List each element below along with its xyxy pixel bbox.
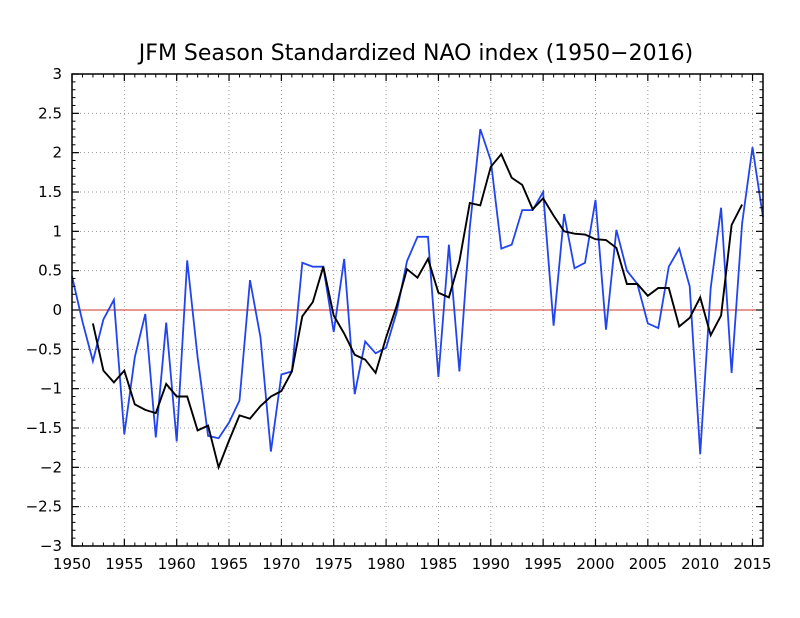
y-tick-label: −2.5 (26, 498, 62, 516)
x-tick-label: 1980 (367, 555, 405, 573)
y-tick-label: 0 (52, 301, 62, 319)
y-tick-label: 2 (52, 144, 62, 162)
series-line-black (91, 152, 743, 471)
x-tick-label: 1965 (210, 555, 248, 573)
y-tick-label: −1 (40, 380, 62, 398)
chart-title: JFM Season Standardized NAO index (1950−… (137, 41, 693, 66)
y-tick-label: 2.5 (38, 104, 62, 122)
x-tick-label: 1985 (419, 555, 457, 573)
x-tick-label: 1960 (158, 555, 196, 573)
x-tick-label: 1950 (53, 555, 91, 573)
y-tick-label: −1.5 (26, 419, 62, 437)
y-axis-tick-labels: 3 2.5 2 1.5 1 0.5 0 −0.5 −1 −1.5 −2 −2.5 −3 (26, 65, 62, 555)
y-tick-label: −0.5 (26, 340, 62, 358)
series-lines (71, 128, 764, 471)
y-tick-label: −2 (40, 458, 62, 476)
x-tick-label: 1995 (524, 555, 562, 573)
y-tick-label: 0.5 (38, 262, 62, 280)
x-tick-label: 2005 (629, 555, 667, 573)
x-tick-label: 1990 (472, 555, 510, 573)
x-tick-label: 1955 (105, 555, 143, 573)
x-tick-label: 1975 (315, 555, 353, 573)
series-line-blue (71, 128, 764, 455)
y-tick-label: 3 (52, 65, 62, 83)
x-tick-label: 2000 (576, 555, 614, 573)
y-tick-label: −3 (40, 537, 62, 555)
y-tick-label: 1 (52, 222, 62, 240)
y-tick-label: 1.5 (38, 183, 62, 201)
x-axis-tick-labels: 1950 1955 1960 1965 1970 1975 1980 1985 1990 1995… (53, 555, 772, 573)
x-tick-label: 1970 (262, 555, 300, 573)
x-tick-label: 2015 (733, 555, 771, 573)
axis-ticks (71, 73, 763, 547)
x-tick-label: 2010 (681, 555, 719, 573)
